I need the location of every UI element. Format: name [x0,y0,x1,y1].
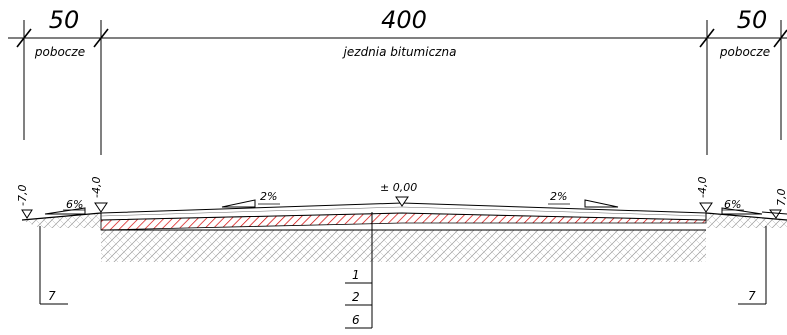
slope-symbols [44,199,787,215]
elevation-markers [21,196,782,219]
label-roadway: jezdnia bitumiczna [342,45,457,59]
soil-under-road [101,230,706,262]
elevation-center: ± 0,00 [380,181,417,194]
elevation-outer-left: -7,0 [16,185,29,206]
soil-left-shoulder [22,213,100,228]
label-right-shoulder: pobocze [719,45,770,59]
slope-left-road: 2% [260,190,277,203]
elevation-edge-left: -4,0 [90,177,103,198]
shoulder-surfaces [21,212,787,221]
dimension-center-width: 400 [381,6,427,34]
dimension-lines [8,20,787,155]
soil-right-shoulder [707,213,787,228]
callout-center-layer-6: 6 [352,313,360,327]
slope-right-shoulder: 6% [724,198,741,211]
dimension-left-width: 50 [49,6,80,34]
pavement-top-hatch [100,206,707,217]
dimension-right-width: 50 [737,6,768,34]
callout-lines [39,212,767,329]
callout-right-layer: 7 [748,289,756,303]
callout-left-layer: 7 [48,289,56,303]
callout-center-layer-1: 1 [352,268,360,282]
label-left-shoulder: pobocze [34,45,85,59]
elevation-edge-right: -4,0 [696,177,709,198]
slope-left-shoulder: 6% [66,198,83,211]
slope-right-road: 2% [550,190,567,203]
elevation-outer-right: 7,0 [775,189,787,207]
callout-center-layer-2: 2 [352,290,360,304]
slope-underlines [63,203,744,211]
